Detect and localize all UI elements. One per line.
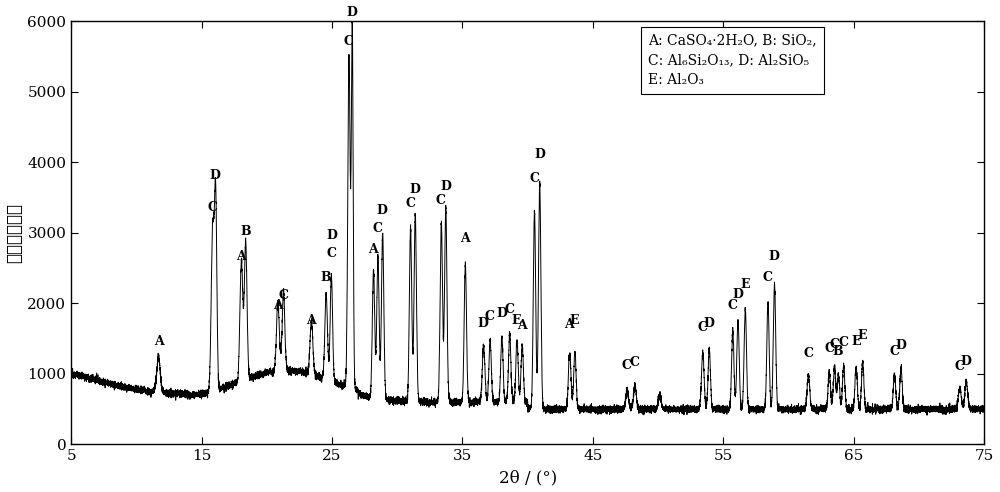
Y-axis label: 强度／计数率: 强度／计数率 <box>6 203 23 263</box>
Text: C: C <box>728 300 738 312</box>
Text: A: A <box>460 232 470 246</box>
Text: E: E <box>570 313 579 327</box>
Text: A: A <box>368 243 378 256</box>
Text: D: D <box>704 317 714 330</box>
Text: C: C <box>889 345 899 358</box>
Text: C: C <box>208 201 218 214</box>
Text: C: C <box>436 194 446 207</box>
Text: C: C <box>838 336 848 349</box>
Text: E: E <box>740 278 750 291</box>
Text: D: D <box>440 180 451 192</box>
Text: A: CaSO₄·2H₂O, B: SiO₂,
C: Al₆Si₂O₁₃, D: Al₂SiO₅
E: Al₂O₃: A: CaSO₄·2H₂O, B: SiO₂, C: Al₆Si₂O₁₃, D:… <box>648 34 817 87</box>
Text: D: D <box>409 183 420 196</box>
Text: E: E <box>851 335 861 348</box>
Text: B: B <box>833 345 843 358</box>
Text: E: E <box>858 329 867 342</box>
Text: A: A <box>154 335 163 348</box>
Text: D: D <box>347 6 358 19</box>
Text: B: B <box>321 271 331 284</box>
Text: D: D <box>732 288 743 301</box>
Text: C: C <box>504 303 514 316</box>
Text: C: C <box>803 347 813 360</box>
Text: C: C <box>529 173 539 185</box>
Text: C: C <box>954 360 964 373</box>
Text: D: D <box>478 317 489 330</box>
Text: C: C <box>630 356 640 369</box>
Text: D: D <box>769 250 780 263</box>
Text: E: E <box>512 313 521 327</box>
Text: D: D <box>210 169 221 182</box>
Text: A: A <box>306 313 316 327</box>
Text: C: C <box>326 246 336 260</box>
Text: C: C <box>622 360 632 372</box>
Text: C: C <box>824 342 834 355</box>
X-axis label: 2θ / (°): 2θ / (°) <box>499 469 557 486</box>
Text: C: C <box>278 289 288 302</box>
Text: B: B <box>240 225 251 239</box>
Text: D: D <box>961 355 971 368</box>
Text: C: C <box>697 321 707 334</box>
Text: C: C <box>373 222 383 235</box>
Text: A: A <box>236 250 246 263</box>
Text: C: C <box>763 271 773 284</box>
Text: D: D <box>534 148 545 161</box>
Text: D: D <box>377 204 388 217</box>
Text: C: C <box>485 310 495 323</box>
Text: A: A <box>517 318 527 332</box>
Text: C: C <box>344 35 354 48</box>
Text: C: C <box>829 338 839 351</box>
Text: D: D <box>496 307 507 319</box>
Text: C: C <box>405 197 415 210</box>
Text: D: D <box>895 339 906 352</box>
Text: A: A <box>565 318 574 331</box>
Text: D: D <box>326 229 337 242</box>
Text: A: A <box>273 300 283 312</box>
